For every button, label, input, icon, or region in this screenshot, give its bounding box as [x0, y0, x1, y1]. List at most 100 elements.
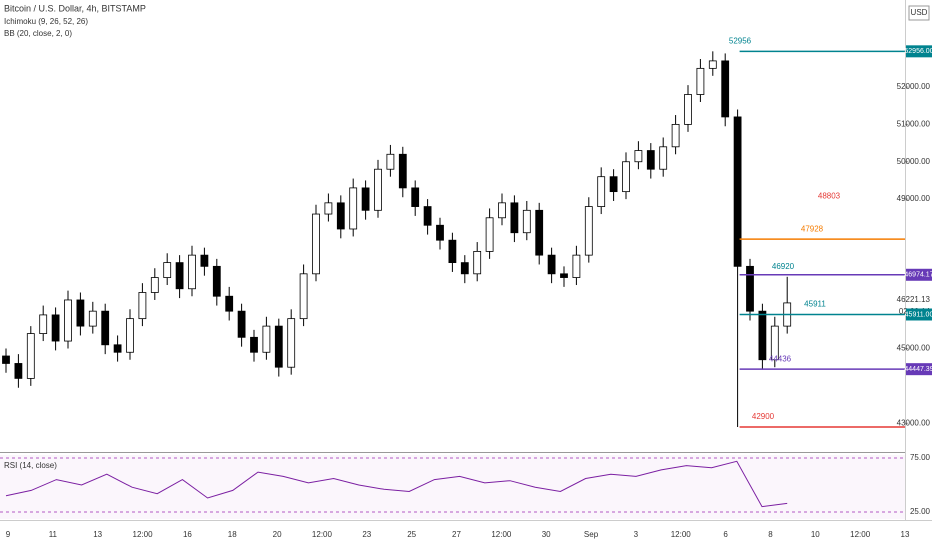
x-tick-label: 6	[723, 530, 728, 539]
candle-body	[126, 318, 134, 353]
candle-body	[746, 265, 754, 312]
x-tick-label: 16	[183, 530, 192, 539]
annotation-label: 52956	[729, 36, 752, 45]
candle-body	[460, 262, 469, 275]
candle-body	[721, 60, 730, 118]
candle-body	[200, 254, 209, 267]
price-badge-label: 46974.17	[904, 272, 932, 279]
candle-body	[138, 292, 147, 320]
x-tick-label: 10	[811, 530, 820, 539]
price-badge-label: 52956.00	[904, 48, 932, 55]
rsi-title: RSI (14, close)	[4, 461, 57, 470]
candle-body	[733, 116, 742, 267]
x-tick-label: 27	[452, 530, 461, 539]
candle-body	[398, 153, 407, 189]
candle-body	[473, 251, 482, 275]
candle-body	[349, 187, 358, 230]
candle-body	[584, 206, 593, 256]
candle-body	[535, 209, 544, 256]
rsi-pane	[0, 455, 905, 519]
indicator-label: BB (20, close, 2, 0)	[4, 29, 72, 38]
x-tick-label: 12:00	[133, 530, 154, 539]
candle-body	[26, 333, 35, 379]
candle-body	[101, 310, 110, 346]
candle-body	[597, 176, 606, 207]
y-tick-label: 45000.00	[897, 344, 931, 353]
rsi-line	[5, 460, 788, 508]
candle-body	[113, 344, 122, 353]
x-tick-label: 13	[901, 530, 910, 539]
x-tick-label: 18	[228, 530, 237, 539]
candle-body	[64, 299, 72, 342]
candle-body	[485, 217, 494, 252]
candle-body	[14, 363, 23, 379]
x-tick-label: 9	[6, 530, 11, 539]
price-badge-label: 45911.00	[905, 311, 932, 318]
x-tick-label: 25	[407, 530, 416, 539]
rsi-tick-label: 25.00	[910, 507, 931, 516]
candle-body	[361, 187, 370, 211]
annotation-label: 42900	[752, 412, 775, 421]
x-tick-label: 12:00	[850, 530, 871, 539]
candle-body	[163, 262, 172, 278]
currency-label: USD	[911, 8, 928, 17]
indicator-label: Ichimoku (9, 26, 52, 26)	[4, 17, 88, 26]
x-tick-label: 12:00	[491, 530, 512, 539]
candle-body	[250, 336, 258, 353]
candle-body	[212, 265, 221, 297]
y-tick-label: 52000.00	[897, 82, 931, 91]
annotation-label: 47928	[801, 224, 824, 233]
candle-body	[684, 94, 692, 125]
candle-body	[547, 254, 556, 275]
candle-body	[274, 325, 283, 368]
candle-body	[262, 325, 271, 353]
candle-body	[299, 273, 308, 320]
candle-body	[659, 146, 668, 170]
candle-body	[448, 239, 457, 264]
candle-body	[498, 202, 506, 219]
y-tick-label: 43000.00	[897, 418, 931, 427]
candle-body	[411, 187, 420, 207]
x-tick-label: 12:00	[312, 530, 333, 539]
candle-body	[572, 254, 581, 278]
candle-body	[696, 67, 705, 95]
price-badge	[906, 45, 932, 58]
candle-body	[423, 206, 432, 226]
candle-body	[386, 153, 395, 170]
candle-body	[225, 295, 234, 312]
candle-body	[336, 202, 345, 230]
candle-body	[522, 209, 531, 234]
price-badge	[906, 268, 932, 281]
candle-body	[671, 123, 680, 148]
candle-body	[51, 314, 60, 342]
candle-body	[622, 161, 630, 193]
price-badge	[906, 363, 932, 376]
candle-body	[175, 262, 184, 290]
x-tick-label: 12:00	[671, 530, 692, 539]
annotation-label: 48803	[818, 192, 841, 201]
candle-body	[324, 202, 333, 215]
currency-box[interactable]	[908, 5, 930, 21]
candle-body	[312, 213, 320, 275]
annotation-label: 45911	[804, 300, 826, 309]
annotation-label: 46920	[772, 262, 795, 271]
y-tick-label: 50000.00	[897, 157, 931, 166]
price-badge-label: 44447.39	[904, 366, 932, 373]
candle-body	[188, 254, 196, 290]
x-tick-label: 30	[542, 530, 551, 539]
candle-body	[237, 310, 246, 338]
chart-title: Bitcoin / U.S. Dollar, 4h, BITSTAMP	[4, 3, 146, 13]
price-badge	[906, 308, 932, 321]
y-tick-label: 51000.00	[897, 120, 931, 129]
y-tick-label: 49000.00	[897, 194, 931, 203]
candle-body	[770, 325, 779, 361]
x-tick-label: 3	[634, 530, 639, 539]
candle-body	[374, 168, 382, 211]
candle-body	[150, 277, 159, 293]
last-price: 46221.13	[897, 295, 931, 304]
candle-body	[510, 202, 519, 234]
rsi-tick-label: 75.00	[910, 453, 931, 462]
candle-body	[609, 176, 618, 193]
candle-body	[76, 299, 85, 327]
